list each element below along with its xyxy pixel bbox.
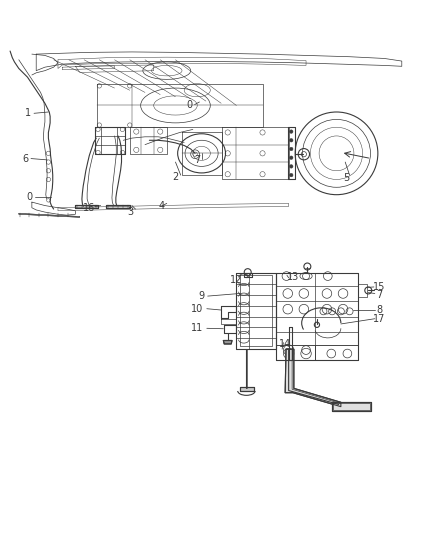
Text: 7: 7 (376, 290, 382, 300)
Text: 13: 13 (287, 272, 299, 282)
Text: 10: 10 (191, 304, 203, 314)
Text: 4: 4 (159, 201, 165, 212)
Text: 0: 0 (186, 100, 192, 110)
Polygon shape (19, 213, 80, 217)
Polygon shape (285, 349, 341, 407)
Polygon shape (75, 205, 98, 208)
Text: 16: 16 (83, 203, 95, 213)
Text: 7: 7 (194, 155, 200, 165)
Circle shape (290, 139, 293, 142)
Polygon shape (240, 387, 254, 391)
Polygon shape (223, 341, 232, 344)
Text: 6: 6 (22, 154, 28, 164)
Polygon shape (106, 205, 130, 208)
Circle shape (290, 156, 293, 159)
Text: 3: 3 (127, 207, 133, 217)
Circle shape (290, 165, 293, 168)
Circle shape (290, 147, 293, 151)
Text: 11: 11 (191, 324, 203, 333)
Text: 17: 17 (373, 314, 385, 324)
Text: 15: 15 (373, 282, 385, 292)
Text: 8: 8 (376, 305, 382, 315)
Circle shape (290, 173, 293, 177)
Text: 0: 0 (27, 192, 33, 202)
Text: 2: 2 (172, 172, 179, 182)
Text: 12: 12 (230, 274, 243, 285)
Text: 1: 1 (25, 108, 32, 118)
Text: 14: 14 (279, 339, 291, 349)
Circle shape (290, 130, 293, 133)
Text: 9: 9 (198, 291, 205, 301)
Polygon shape (332, 402, 371, 411)
Text: 5: 5 (343, 173, 349, 183)
